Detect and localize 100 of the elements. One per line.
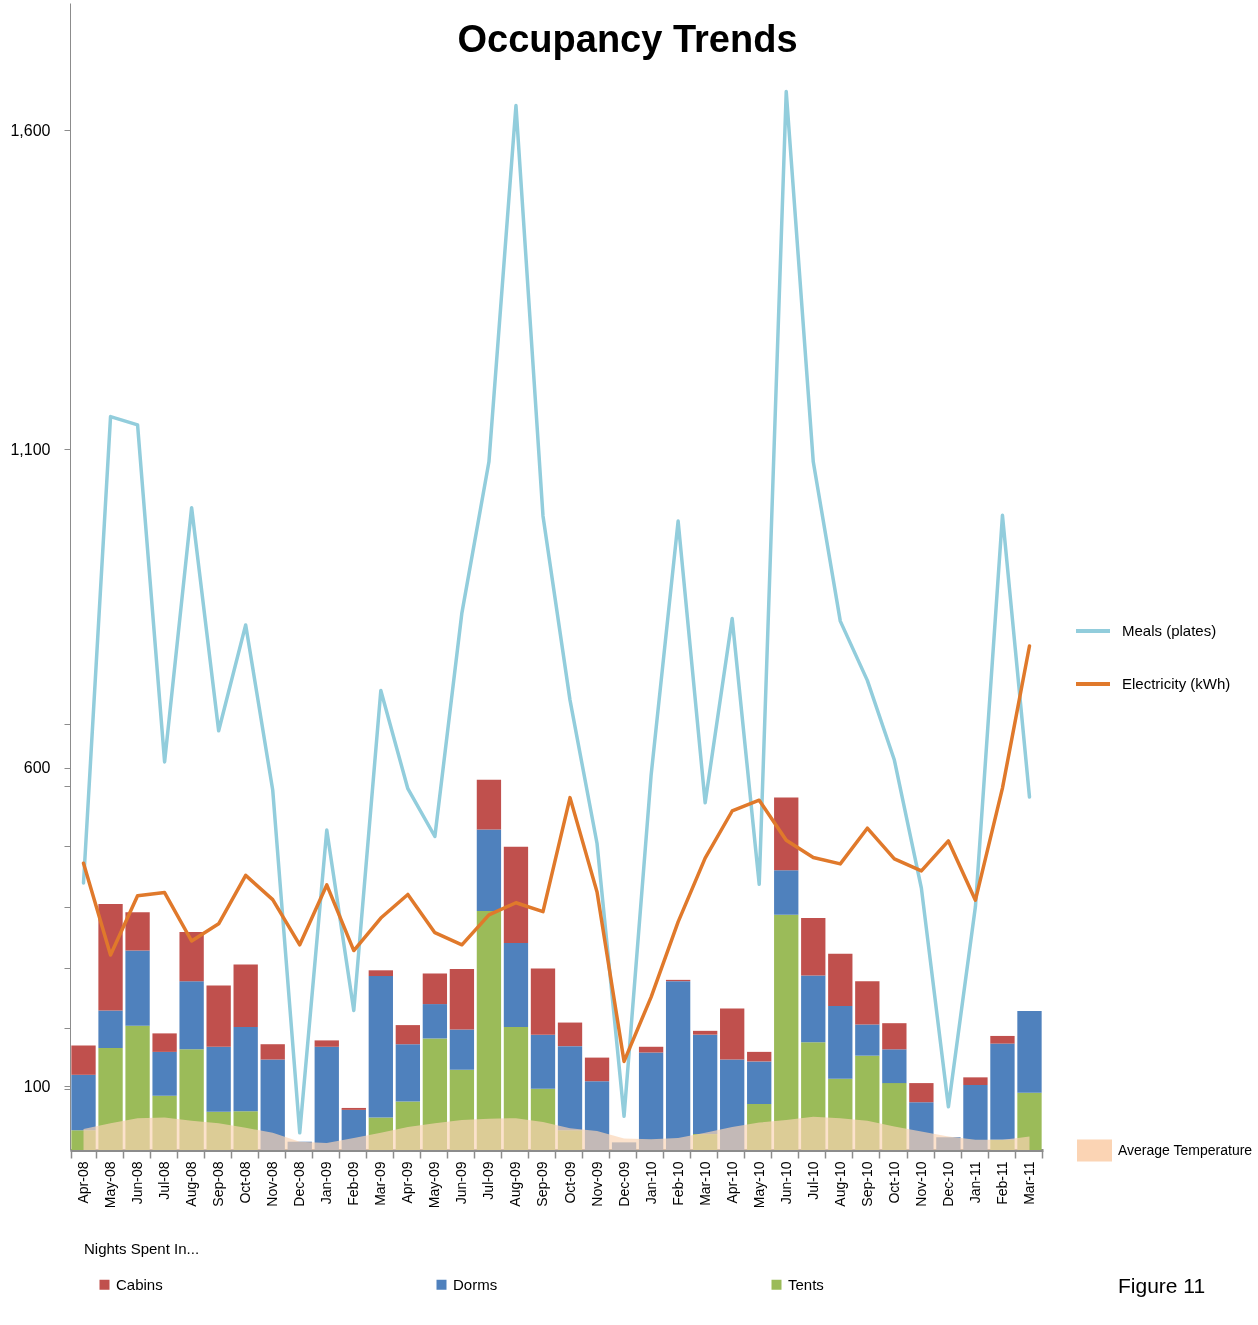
bar <box>963 1077 988 1085</box>
x-tick-label: May-08 <box>102 1161 119 1209</box>
bar <box>720 1008 745 1060</box>
bar <box>395 1044 421 1102</box>
bar <box>287 1141 312 1150</box>
bar <box>503 1027 529 1150</box>
legend-label: Average Temperature <box>1118 1141 1253 1158</box>
x-tick-label: Feb-10 <box>669 1161 686 1206</box>
bar <box>882 1083 907 1150</box>
bar <box>530 968 556 1035</box>
bar <box>747 1061 772 1105</box>
legend-label: Electricity (kWh) <box>1122 675 1231 692</box>
bar <box>828 1005 853 1079</box>
x-tick-label: Jul-10 <box>804 1161 821 1200</box>
x-tick-label: Jul-08 <box>156 1161 173 1200</box>
y-tick-label: 600 <box>23 759 51 777</box>
bar <box>314 1046 339 1150</box>
bar <box>936 1137 961 1150</box>
line-series <box>81 89 1032 1135</box>
bar <box>855 1055 880 1150</box>
legend-label: Meals (plates) <box>1122 622 1217 639</box>
bar <box>179 932 204 982</box>
x-tick-label: Jan-10 <box>642 1161 659 1205</box>
bar <box>909 1102 934 1150</box>
bar <box>476 911 502 1150</box>
bar <box>152 1095 177 1150</box>
x-tick-label: Aug-10 <box>831 1161 848 1207</box>
bar <box>855 981 880 1025</box>
x-tick-label: Jun-08 <box>129 1161 146 1205</box>
caption: Figure 11 <box>1118 1274 1206 1297</box>
x-tick-label: Jun-10 <box>777 1161 794 1205</box>
bar <box>152 1051 177 1096</box>
x-tick-label: Aug-09 <box>507 1161 524 1207</box>
legend-label: Tents <box>788 1275 824 1293</box>
bar <box>476 829 502 912</box>
x-tick-label: Jan-09 <box>318 1161 335 1205</box>
legend-label: Dorms <box>453 1275 498 1293</box>
bar <box>233 964 258 1028</box>
bar <box>368 970 393 977</box>
bar <box>71 1045 96 1075</box>
bar <box>233 1111 258 1150</box>
bar <box>963 1085 988 1150</box>
bar <box>747 1104 772 1150</box>
bar <box>71 1074 96 1131</box>
bar <box>449 1069 475 1150</box>
x-tick-label: Jan-11 <box>966 1161 983 1204</box>
bar <box>665 981 691 1150</box>
x-tick-label: Sep-10 <box>858 1161 875 1207</box>
bar <box>774 797 799 871</box>
bar <box>260 1059 285 1150</box>
x-tick-label: Dec-08 <box>291 1161 308 1207</box>
bar <box>395 1025 421 1045</box>
y-tick-label: 100 <box>23 1077 51 1095</box>
bar <box>125 950 150 1026</box>
bar <box>584 1057 610 1082</box>
bar <box>855 1024 880 1056</box>
bar <box>179 981 204 1050</box>
x-tick-label: Nov-08 <box>264 1161 281 1207</box>
x-tick-label: Nov-09 <box>588 1161 605 1207</box>
bar <box>1017 1011 1042 1093</box>
x-tick-label: Aug-08 <box>183 1161 200 1207</box>
bar <box>476 779 502 830</box>
bar <box>368 1117 393 1150</box>
bar <box>395 1101 421 1150</box>
bar <box>206 1046 231 1112</box>
bar <box>557 1046 583 1131</box>
x-tick-label: Oct-09 <box>561 1161 578 1204</box>
bar <box>720 1059 745 1150</box>
bar <box>557 1130 583 1150</box>
bar <box>801 1042 826 1150</box>
x-tick-label: Apr-09 <box>399 1161 416 1204</box>
x-tick-label: May-09 <box>426 1161 443 1209</box>
bar <box>990 1035 1015 1044</box>
bar <box>828 953 853 1006</box>
bar <box>747 1051 772 1062</box>
x-tick-label: Jul-09 <box>480 1161 497 1200</box>
x-tick-label: Dec-10 <box>939 1161 956 1207</box>
x-tick-label: Feb-09 <box>345 1161 362 1206</box>
bar <box>503 846 529 943</box>
x-tick-label: Oct-08 <box>237 1161 254 1204</box>
bar <box>422 1038 448 1150</box>
x-tick-label: Sep-09 <box>534 1161 551 1207</box>
bar <box>557 1022 583 1047</box>
bar <box>990 1043 1015 1140</box>
y-tick-label: 1,600 <box>10 121 51 139</box>
bar <box>692 1134 718 1150</box>
bar <box>638 1052 664 1150</box>
bar <box>206 1111 231 1150</box>
x-tick-label: Mar-10 <box>696 1161 713 1206</box>
bar <box>584 1081 610 1150</box>
bar <box>801 918 826 976</box>
bar <box>125 912 150 951</box>
bar <box>1017 1092 1042 1150</box>
bar <box>530 1088 556 1150</box>
bar <box>260 1044 285 1060</box>
bar <box>611 1142 637 1150</box>
bar <box>449 1029 475 1070</box>
legend-label: Cabins <box>116 1275 163 1293</box>
x-tick-label: Mar-09 <box>372 1161 389 1206</box>
x-tick-label: May-10 <box>750 1161 767 1209</box>
